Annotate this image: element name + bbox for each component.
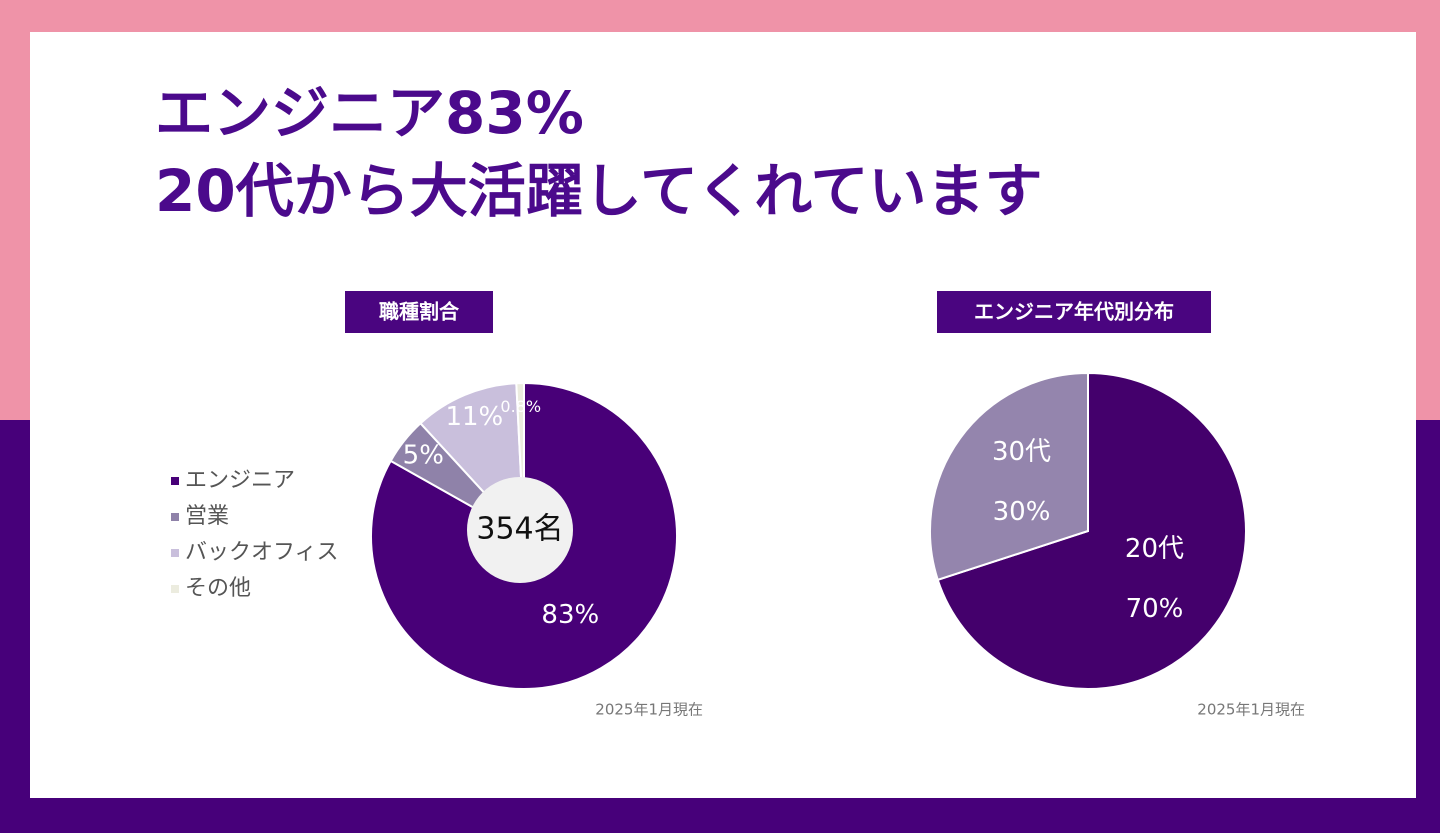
donut-center	[467, 477, 573, 583]
value-label: 30%	[993, 497, 1051, 527]
value-label: 83%	[541, 600, 599, 630]
chart-title: エンジニア年代別分布	[974, 300, 1174, 324]
chart-note: 2025年1月現在	[595, 701, 703, 719]
value-label: 5%	[403, 441, 444, 471]
value-label: 0.8%	[500, 397, 541, 416]
chart-title: 職種割合	[379, 300, 460, 324]
chart-note: 2025年1月現在	[1197, 701, 1305, 719]
pie-slice	[929, 371, 1089, 582]
legend-label: バックオフィス	[185, 540, 339, 565]
legend-swatch	[171, 513, 179, 521]
legend-label: 営業	[185, 504, 229, 529]
legend-swatch	[171, 549, 179, 557]
chart-title-box	[937, 291, 1211, 333]
legend-swatch	[171, 585, 179, 593]
headline: 20代から大活躍してくれています	[155, 157, 1043, 225]
center-label: 354名	[476, 512, 563, 547]
value-label: 70%	[1126, 594, 1184, 624]
legend-label: エンジニア	[185, 468, 295, 493]
slice-category: 30代	[992, 437, 1051, 467]
value-label: 11%	[445, 402, 503, 432]
legend-swatch	[171, 477, 179, 485]
legend-label: その他	[185, 576, 251, 601]
slice-category: 20代	[1125, 534, 1184, 564]
chart-title-box	[345, 291, 493, 333]
pie-slice	[936, 371, 1247, 690]
headline: エンジニア83%	[155, 79, 584, 147]
